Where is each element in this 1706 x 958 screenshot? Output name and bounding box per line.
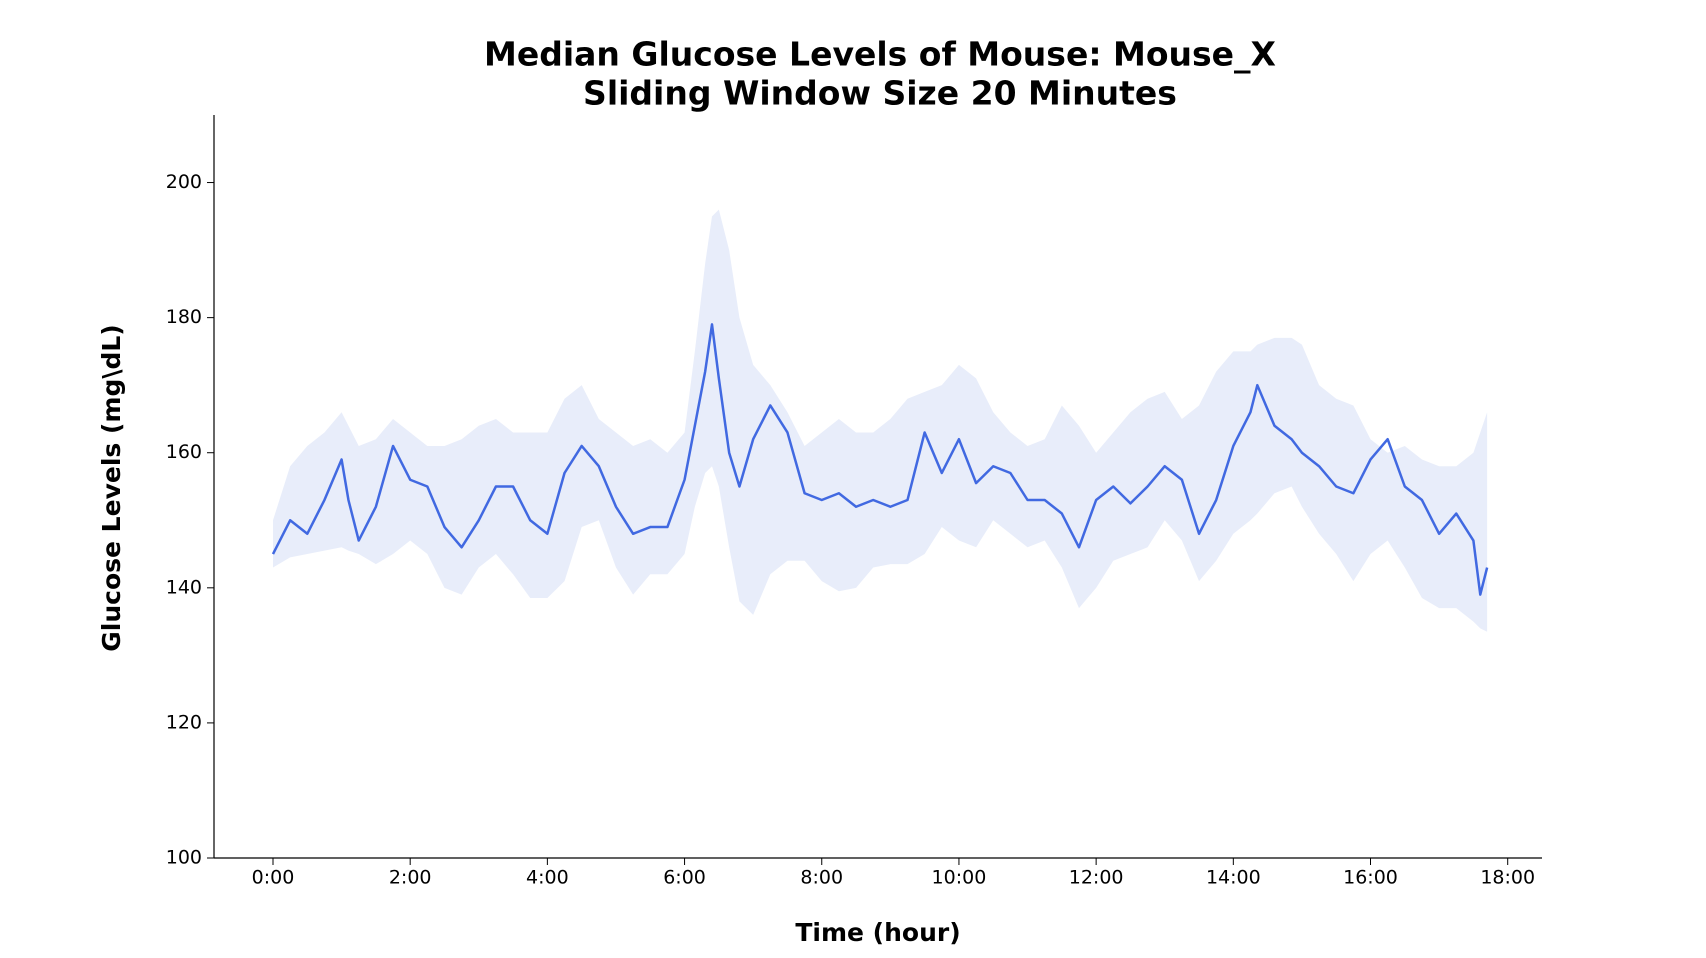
- x-tick-label: 0:00: [252, 867, 295, 889]
- y-tick-label: 100: [166, 847, 202, 869]
- y-tick-label: 180: [166, 306, 202, 328]
- x-tick-label: 16:00: [1343, 867, 1398, 889]
- x-axis-label: Time (hour): [795, 918, 960, 947]
- x-tick-label: 12:00: [1069, 867, 1124, 889]
- y-axis-label: Glucose Levels (mg\dL): [97, 324, 126, 651]
- x-tick-label: 6:00: [663, 867, 706, 889]
- chart-title: Median Glucose Levels of Mouse: Mouse_X: [484, 35, 1276, 74]
- x-tick-label: 4:00: [526, 867, 569, 889]
- y-tick-label: 160: [166, 441, 202, 463]
- x-tick-label: 10:00: [932, 867, 987, 889]
- y-tick-label: 140: [166, 576, 202, 598]
- y-tick-label: 120: [166, 711, 202, 733]
- x-tick-label: 14:00: [1206, 867, 1261, 889]
- x-tick-label: 8:00: [800, 867, 843, 889]
- chart-subtitle: Sliding Window Size 20 Minutes: [583, 74, 1177, 113]
- x-tick-label: 2:00: [389, 867, 432, 889]
- band: [272, 209, 1488, 632]
- median-line: [271, 323, 1489, 596]
- x-tick-label: 18:00: [1480, 867, 1535, 889]
- y-tick-label: 200: [166, 171, 202, 193]
